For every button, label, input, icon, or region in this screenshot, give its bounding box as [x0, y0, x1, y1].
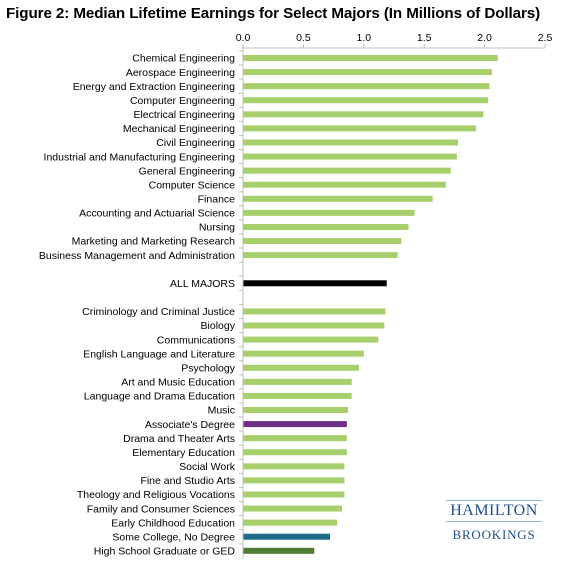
category-label: Theology and Religious Vocations [77, 489, 235, 501]
x-tick-label: 1.5 [417, 32, 432, 44]
category-label: Language and Drama Education [84, 391, 235, 403]
bar [243, 209, 415, 216]
bar [243, 407, 349, 413]
category-label: Marketing and Marketing Research [72, 236, 236, 248]
bar [243, 392, 352, 399]
bar [243, 378, 352, 385]
category-label: Aerospace Engineering [126, 67, 235, 79]
bar [243, 69, 492, 76]
x-tick-label: 2.5 [538, 32, 553, 44]
logo-hamilton-text: HAMILTON [446, 500, 542, 522]
bar [243, 547, 315, 554]
bar [243, 83, 490, 90]
category-label: Communications [157, 334, 235, 346]
x-tick-label: 1.0 [356, 32, 371, 44]
category-label: Social Work [179, 461, 236, 473]
category-label: Criminology and Criminal Justice [82, 306, 235, 318]
bar [243, 223, 409, 230]
category-label: Psychology [181, 362, 235, 374]
category-label: Chemical Engineering [132, 53, 235, 65]
x-tick-label: 0.5 [296, 32, 311, 44]
bar [243, 111, 484, 118]
category-label: Nursing [199, 222, 235, 234]
bar [243, 364, 359, 371]
category-label: Finance [198, 194, 236, 206]
bar [243, 97, 489, 104]
bar [243, 252, 398, 259]
bar [243, 153, 457, 160]
bar [243, 336, 379, 343]
category-label: Computer Engineering [130, 95, 235, 107]
bar [243, 181, 446, 188]
bar [243, 167, 451, 174]
category-label: General Engineering [139, 165, 235, 177]
category-label: English Language and Literature [83, 348, 235, 360]
category-label: Music [208, 405, 235, 417]
category-label: Electrical Engineering [133, 109, 235, 121]
x-tick-label: 2.0 [477, 32, 492, 44]
category-label: Elementary Education [132, 447, 235, 459]
bar [243, 435, 347, 442]
bar [243, 533, 330, 540]
category-label: Some College, No Degree [112, 531, 235, 543]
bar [243, 477, 345, 484]
bar [243, 195, 433, 202]
bar [243, 308, 386, 315]
category-label: ALL MAJORS [170, 278, 235, 290]
bar [243, 238, 402, 245]
bar [243, 505, 343, 512]
category-label: Drama and Theater Arts [123, 433, 235, 445]
bar [243, 491, 345, 498]
category-label: Associate's Degree [145, 419, 235, 431]
category-label: Civil Engineering [156, 137, 235, 149]
bar [243, 322, 385, 329]
bar [243, 55, 498, 61]
bar [243, 139, 459, 146]
category-label: Fine and Studio Arts [140, 475, 235, 487]
category-label: Accounting and Actuarial Science [79, 208, 235, 220]
category-label: Mechanical Engineering [123, 123, 235, 135]
logo-brookings-text: BROOKINGS [452, 527, 536, 542]
bar [243, 125, 477, 132]
bar [243, 350, 364, 357]
category-label: Family and Consumer Sciences [87, 503, 235, 515]
category-label: Biology [201, 320, 236, 332]
chart-title: Figure 2: Median Lifetime Earnings for S… [6, 5, 541, 22]
bar [243, 463, 345, 470]
category-label: Art and Music Education [121, 377, 235, 389]
hamilton-project-logo: HAMILTON BROOKINGS [446, 500, 542, 543]
category-label: Early Childhood Education [111, 517, 235, 529]
x-tick-label: 0.0 [236, 32, 251, 44]
category-label: Computer Science [149, 179, 236, 191]
bar [243, 519, 338, 526]
bar [243, 421, 347, 428]
bar [243, 280, 387, 287]
category-label: Business Management and Administration [39, 250, 235, 262]
category-label: Energy and Extraction Engineering [73, 81, 235, 93]
category-label: Industrial and Manufacturing Engineering [44, 151, 236, 163]
category-label: High School Graduate or GED [94, 546, 236, 558]
bar [243, 449, 347, 456]
